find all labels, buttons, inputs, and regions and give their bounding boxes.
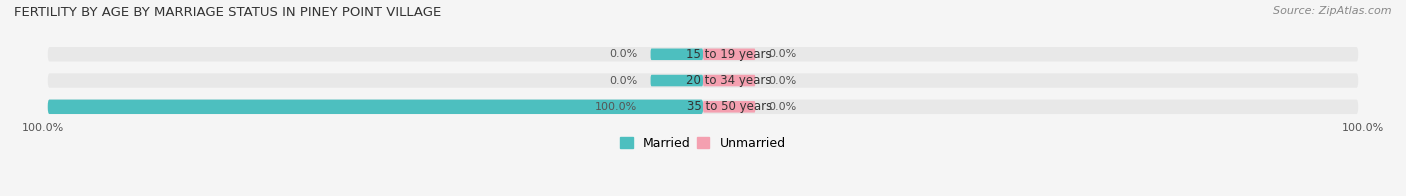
- Text: FERTILITY BY AGE BY MARRIAGE STATUS IN PINEY POINT VILLAGE: FERTILITY BY AGE BY MARRIAGE STATUS IN P…: [14, 6, 441, 19]
- Text: 20 to 34 years: 20 to 34 years: [686, 74, 772, 87]
- Text: 0.0%: 0.0%: [609, 75, 637, 85]
- FancyBboxPatch shape: [703, 75, 755, 86]
- Text: 35 to 50 years: 35 to 50 years: [686, 100, 772, 113]
- FancyBboxPatch shape: [48, 100, 1358, 114]
- FancyBboxPatch shape: [651, 49, 703, 60]
- Legend: Married, Unmarried: Married, Unmarried: [616, 132, 790, 155]
- Text: 100.0%: 100.0%: [21, 122, 63, 132]
- FancyBboxPatch shape: [48, 47, 1358, 62]
- FancyBboxPatch shape: [48, 73, 1358, 88]
- Text: Source: ZipAtlas.com: Source: ZipAtlas.com: [1274, 6, 1392, 16]
- FancyBboxPatch shape: [651, 75, 703, 86]
- Text: 0.0%: 0.0%: [609, 49, 637, 59]
- Text: 0.0%: 0.0%: [769, 75, 797, 85]
- Text: 15 to 19 years: 15 to 19 years: [686, 48, 772, 61]
- FancyBboxPatch shape: [48, 100, 703, 114]
- Text: 100.0%: 100.0%: [595, 102, 637, 112]
- FancyBboxPatch shape: [703, 101, 755, 113]
- Text: 0.0%: 0.0%: [769, 102, 797, 112]
- Text: 100.0%: 100.0%: [1343, 122, 1385, 132]
- FancyBboxPatch shape: [703, 49, 755, 60]
- Text: 0.0%: 0.0%: [769, 49, 797, 59]
- FancyBboxPatch shape: [651, 101, 703, 113]
